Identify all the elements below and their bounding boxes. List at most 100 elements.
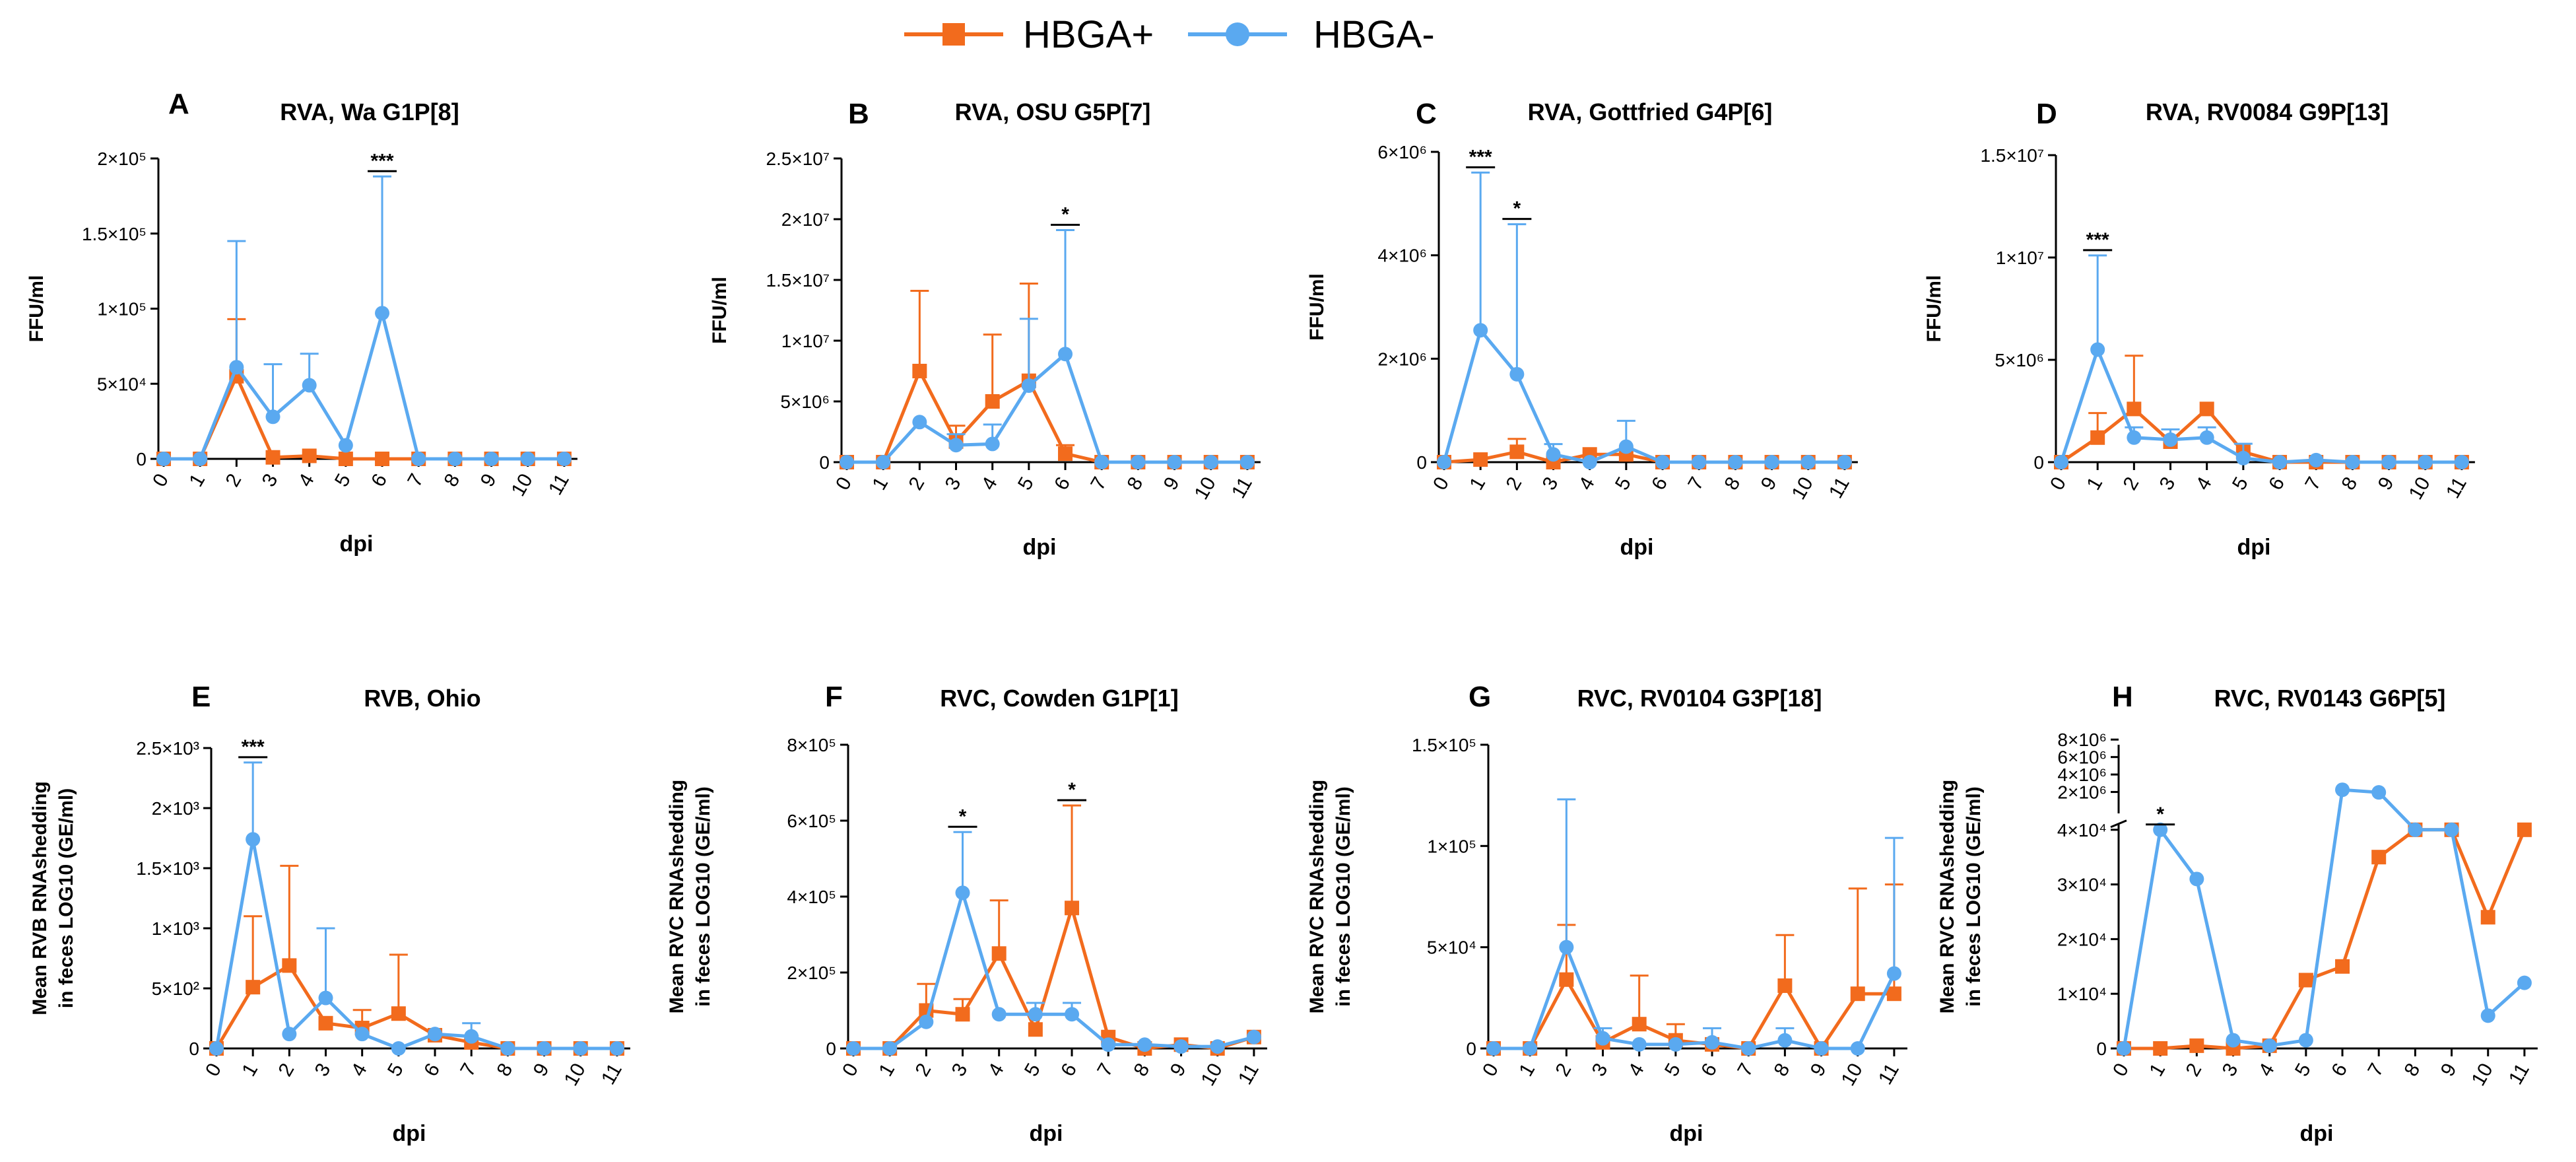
x-axis-label: dpi [1023,535,1057,560]
data-point [1203,455,1218,469]
x-tick-label: 4 [984,1060,1008,1080]
x-tick-label: 4 [1575,473,1599,494]
data-point [955,885,970,901]
x-tick-label: 5 [383,1060,408,1080]
x-tick-label: 10 [2405,473,2435,503]
x-tick-label: 1 [2082,473,2107,494]
data-point [2189,872,2204,887]
legend-hbga-pos-label: HBGA+ [1023,13,1154,56]
y-tick-label: 1×10⁷ [781,331,830,351]
data-point [2517,822,2532,837]
data-point [229,360,244,375]
x-tick-label: 8 [1770,1060,1795,1080]
x-tick-label: 2 [2181,1060,2206,1080]
panel-title: RVC, Cowden G1P[1] [940,685,1178,712]
y-tick-label: 1.5×10⁵ [1412,735,1476,755]
x-tick-label: 0 [1429,473,1453,494]
x-tick-label: 6 [2327,1060,2352,1080]
data-point [1837,455,1852,469]
y-tick-label: 0 [2033,452,2044,473]
x-tick-label: 6 [1647,473,1672,494]
x-tick-label: 7 [1086,473,1111,494]
x-tick-label: 6 [2264,473,2289,494]
data-point [2517,975,2532,990]
x-tick-label: 3 [2218,1060,2243,1080]
x-tick-label: 2 [274,1060,298,1080]
x-tick-label: 0 [1478,1060,1503,1080]
y-tick-label: 1×10⁷ [1996,248,2044,268]
data-point [2480,910,2495,925]
series-hbga-neg [1486,798,1903,1056]
y-tick-label: 2×10⁷ [781,209,830,230]
data-point [846,1041,861,1056]
data-point [1777,1033,1793,1048]
data-point [1437,455,1451,469]
x-axis-label: dpi [1670,1121,1703,1146]
legend: HBGA+ HBGA- [904,13,1435,56]
x-tick-label: 7 [2363,1060,2388,1080]
data-point [1239,455,1255,469]
data-point [1210,1039,1225,1054]
series-hbga-neg [2054,254,2469,469]
x-tick-label: 5 [1661,1060,1685,1080]
data-point [2226,1033,2241,1048]
data-point [318,1015,333,1031]
series-hbga-pos [846,804,1261,1056]
data-point [282,1027,297,1042]
series-line [853,902,1255,1050]
data-point [840,455,854,469]
data-point [991,1007,1007,1022]
x-tick-label: 7 [403,470,428,491]
x-tick-label: 2 [2119,473,2143,494]
x-tick-label: 8 [1130,1060,1154,1080]
x-tick-label: 9 [1806,1060,1831,1080]
x-tick-label: 11 [1825,473,1854,502]
x-tick-label: 2 [911,1060,935,1080]
y-tick-label: 4×10⁴ [2057,820,2107,840]
data-point [1473,323,1488,338]
legend-hbga-neg-marker [1226,22,1249,46]
x-tick-label: 5 [2291,1060,2315,1080]
series-hbga-neg [209,761,624,1056]
y-tick-label: 4×10⁶ [1377,246,1427,266]
y-axis-label: Mean RVC RNAshedding [1306,780,1328,1013]
data-point [265,450,281,465]
data-point [1559,972,1574,987]
x-tick-label: 4 [1624,1060,1649,1080]
data-point [375,306,390,321]
y-tick-label: 5×10⁶ [780,392,830,412]
x-tick-label: 6 [420,1060,444,1080]
y-tick-label: 0 [819,452,830,473]
y-tick-label: 0 [1466,1039,1476,1059]
significance-label: * [1068,779,1076,801]
data-point [318,990,333,1006]
x-tick-label: 1 [2145,1060,2169,1080]
panel-title: RVA, OSU G5P[7] [955,98,1151,125]
y-tick-label: 5×10⁴ [97,374,147,394]
series-line [1494,942,1896,1050]
data-point [2371,785,2387,800]
x-tick-label: 11 [2505,1060,2534,1088]
y-axis-label: in feces LOG10 (GE/ml) [55,788,77,1008]
data-point [1028,1007,1043,1022]
x-tick-label: 5 [1020,1060,1045,1080]
x-tick-label: 10 [1837,1060,1867,1089]
data-point [573,1041,588,1056]
x-tick-label: 11 [1228,473,1257,502]
y-tick-label: 5×10² [152,978,199,999]
y-tick-label: 6×10⁶ [1377,142,1427,162]
data-point [411,452,426,466]
x-tick-label: 8 [2400,1060,2425,1080]
data-point [1632,1037,1647,1052]
x-tick-label: 10 [1191,473,1220,503]
data-point [354,1027,370,1042]
data-point [1814,1041,1829,1056]
data-point [1618,439,1634,454]
data-point [985,394,1000,409]
data-point [2309,452,2324,467]
data-point [1473,452,1488,467]
data-point [1692,455,1707,469]
data-point [2054,455,2068,469]
